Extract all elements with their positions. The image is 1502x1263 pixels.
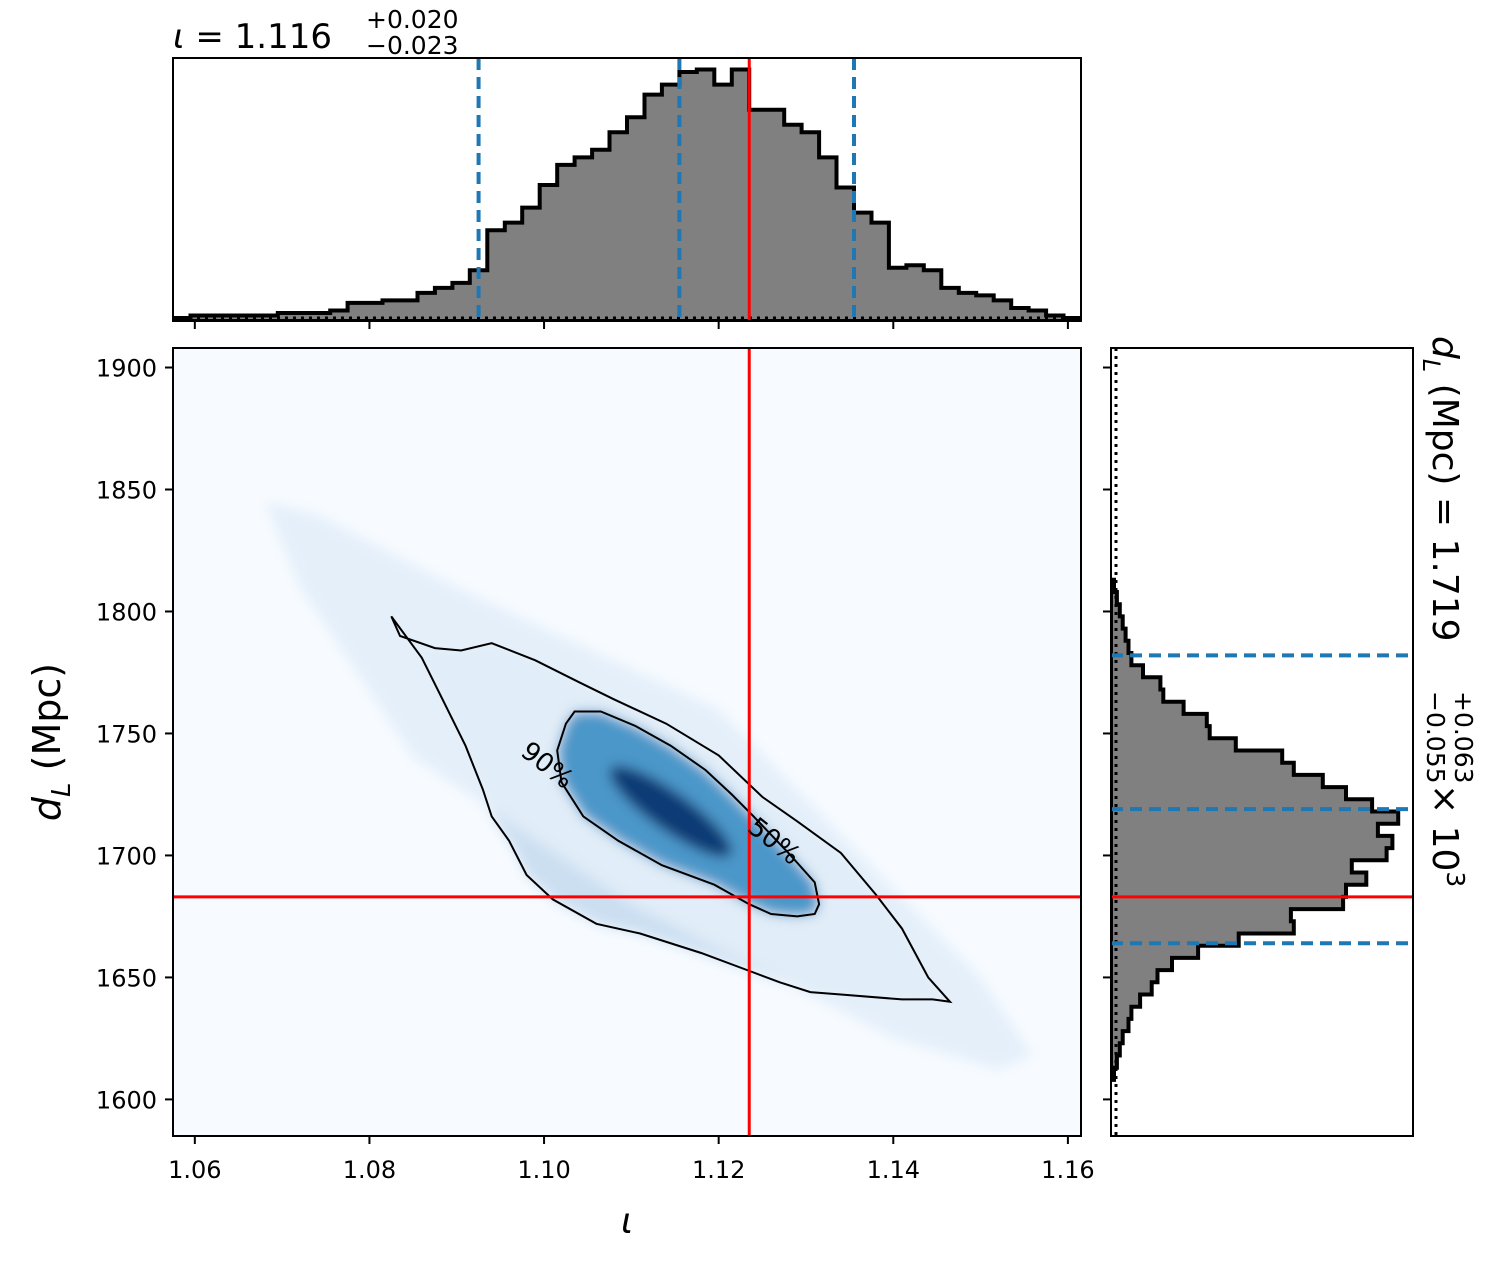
y-tick-label: 1850	[96, 476, 157, 504]
y-tick-label: 1600	[96, 1086, 157, 1114]
right-plus-error: +0.063	[1449, 691, 1478, 784]
top-hist-fill	[173, 69, 1081, 321]
right-hist-outline	[1111, 577, 1401, 1082]
density-panel: 90% 50% 1.06 1.08 1.10 1.12 1.14 1.1616001650…	[25, 347, 1095, 1242]
title-equals: =	[185, 17, 235, 57]
density-axis-ticks: 1.06 1.08 1.10 1.12 1.14 1.16 1600 1650 1700 1750…	[96, 355, 1095, 1184]
x-axis-label: ι	[621, 1201, 633, 1242]
title-plus-error: +0.020	[366, 5, 459, 34]
top-hist-title: ι = 1.116	[173, 17, 332, 57]
y-tick-label: 1750	[96, 720, 157, 748]
y-tick-label: 1700	[96, 842, 157, 870]
right-histogram-panel: dL (Mpc) = 1.719 +0.063 −0.055 × 103	[1103, 336, 1478, 1137]
density-core-region	[609, 765, 732, 858]
top-hist-outline	[173, 67, 1081, 321]
top-histogram-ticks	[193, 321, 1069, 329]
y-tick-label: 1650	[96, 964, 157, 992]
title-minus-error: −0.023	[366, 31, 459, 60]
top-histogram-frame	[172, 57, 1082, 322]
x-tick-label: 1.12	[692, 1156, 745, 1184]
right-histogram-frame	[1110, 347, 1414, 1137]
density-frame	[172, 347, 1082, 1137]
contour-90-percent	[390, 615, 953, 1004]
right-histogram-plot	[1111, 348, 1413, 1136]
x-tick-label: 1.06	[168, 1156, 221, 1184]
density-heatmap	[173, 348, 1081, 1136]
top-histogram-plot	[173, 58, 1081, 321]
y-axis-label: dL (Mpc)	[25, 663, 77, 821]
top-histogram-panel: ι = 1.116 +0.020 −0.023	[172, 5, 1082, 329]
title-value: 1.116	[235, 17, 332, 57]
x-tick-label: 1.08	[343, 1156, 396, 1184]
right-hist-title: dL (Mpc) = 1.719 +0.063 −0.055 × 103	[1417, 336, 1478, 887]
x-tick-label: 1.14	[867, 1156, 920, 1184]
title-iota-symbol: ι	[173, 17, 185, 57]
y-tick-label: 1800	[96, 598, 157, 626]
svg-text:dL (Mpc) = 1.719: dL (Mpc) = 1.719	[1417, 336, 1465, 642]
y-tick-label: 1900	[96, 355, 157, 383]
right-histogram-ticks	[1103, 366, 1111, 1101]
right-minus-error: −0.055	[1421, 691, 1450, 784]
x-tick-label: 1.16	[1041, 1156, 1094, 1184]
x-tick-label: 1.10	[517, 1156, 570, 1184]
contour-50-percent	[556, 710, 821, 918]
svg-text:× 103: × 103	[1424, 784, 1470, 887]
